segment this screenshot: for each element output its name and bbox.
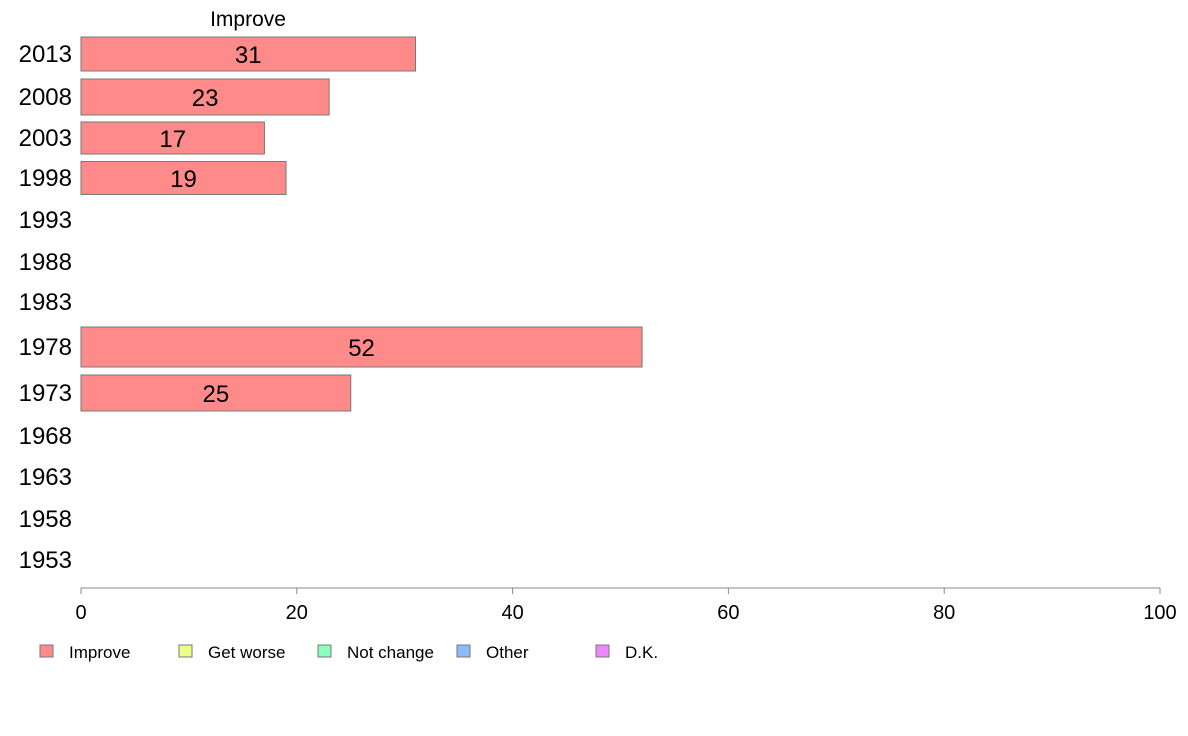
legend: Improve Get worse Not change Other D.K. xyxy=(39,643,658,662)
y-tick-label: 1988 xyxy=(19,249,72,276)
y-tick-label: 1998 xyxy=(19,165,72,192)
y-tick-label: 2008 xyxy=(19,84,72,111)
y-tick-label: 1978 xyxy=(19,334,72,361)
legend-label: Other xyxy=(486,643,529,662)
legend-label: Improve xyxy=(69,643,130,662)
legend-swatch xyxy=(39,644,54,658)
bar xyxy=(80,161,287,195)
y-tick-label: 2003 xyxy=(19,125,72,152)
data-label: 19 xyxy=(170,166,197,193)
x-tick-label: 100 xyxy=(1143,602,1176,624)
bar xyxy=(80,374,352,412)
x-tick-label: 40 xyxy=(501,602,523,624)
x-tick-label: 60 xyxy=(717,602,739,624)
y-tick-label: 1983 xyxy=(19,289,72,316)
data-label: 25 xyxy=(203,381,230,408)
legend-label: Not change xyxy=(347,643,434,662)
y-tick-label: 1993 xyxy=(19,207,72,234)
data-label: 17 xyxy=(159,126,186,153)
legend-label: Get worse xyxy=(208,643,285,662)
y-tick-label: 1958 xyxy=(19,506,72,533)
x-tick-label: 0 xyxy=(75,602,86,624)
y-tick-label: 2013 xyxy=(19,41,72,68)
legend-swatch xyxy=(595,644,610,658)
legend-swatch xyxy=(456,644,471,658)
bar xyxy=(80,326,643,368)
bar xyxy=(80,78,330,116)
chart-title: Improve xyxy=(210,8,286,31)
y-tick-label: 1963 xyxy=(19,464,72,491)
x-tick-label: 20 xyxy=(286,602,308,624)
bar xyxy=(80,36,416,72)
data-label: 52 xyxy=(348,335,375,362)
legend-label: D.K. xyxy=(625,643,658,662)
legend-swatch xyxy=(317,644,332,658)
bar xyxy=(80,121,265,155)
y-labels-group: 2013 2008 2003 1998 1993 1988 1983 1978 1973 1968… xyxy=(19,41,72,574)
x-tick-label: 80 xyxy=(933,602,955,624)
y-tick-label: 1968 xyxy=(19,423,72,450)
data-label: 23 xyxy=(192,85,219,112)
y-tick-label: 1953 xyxy=(19,547,72,574)
data-label: 31 xyxy=(235,42,262,69)
y-tick-label: 1973 xyxy=(19,380,72,407)
x-axis: 0 20 40 60 80 100 xyxy=(75,587,1177,624)
legend-swatch xyxy=(178,644,193,658)
